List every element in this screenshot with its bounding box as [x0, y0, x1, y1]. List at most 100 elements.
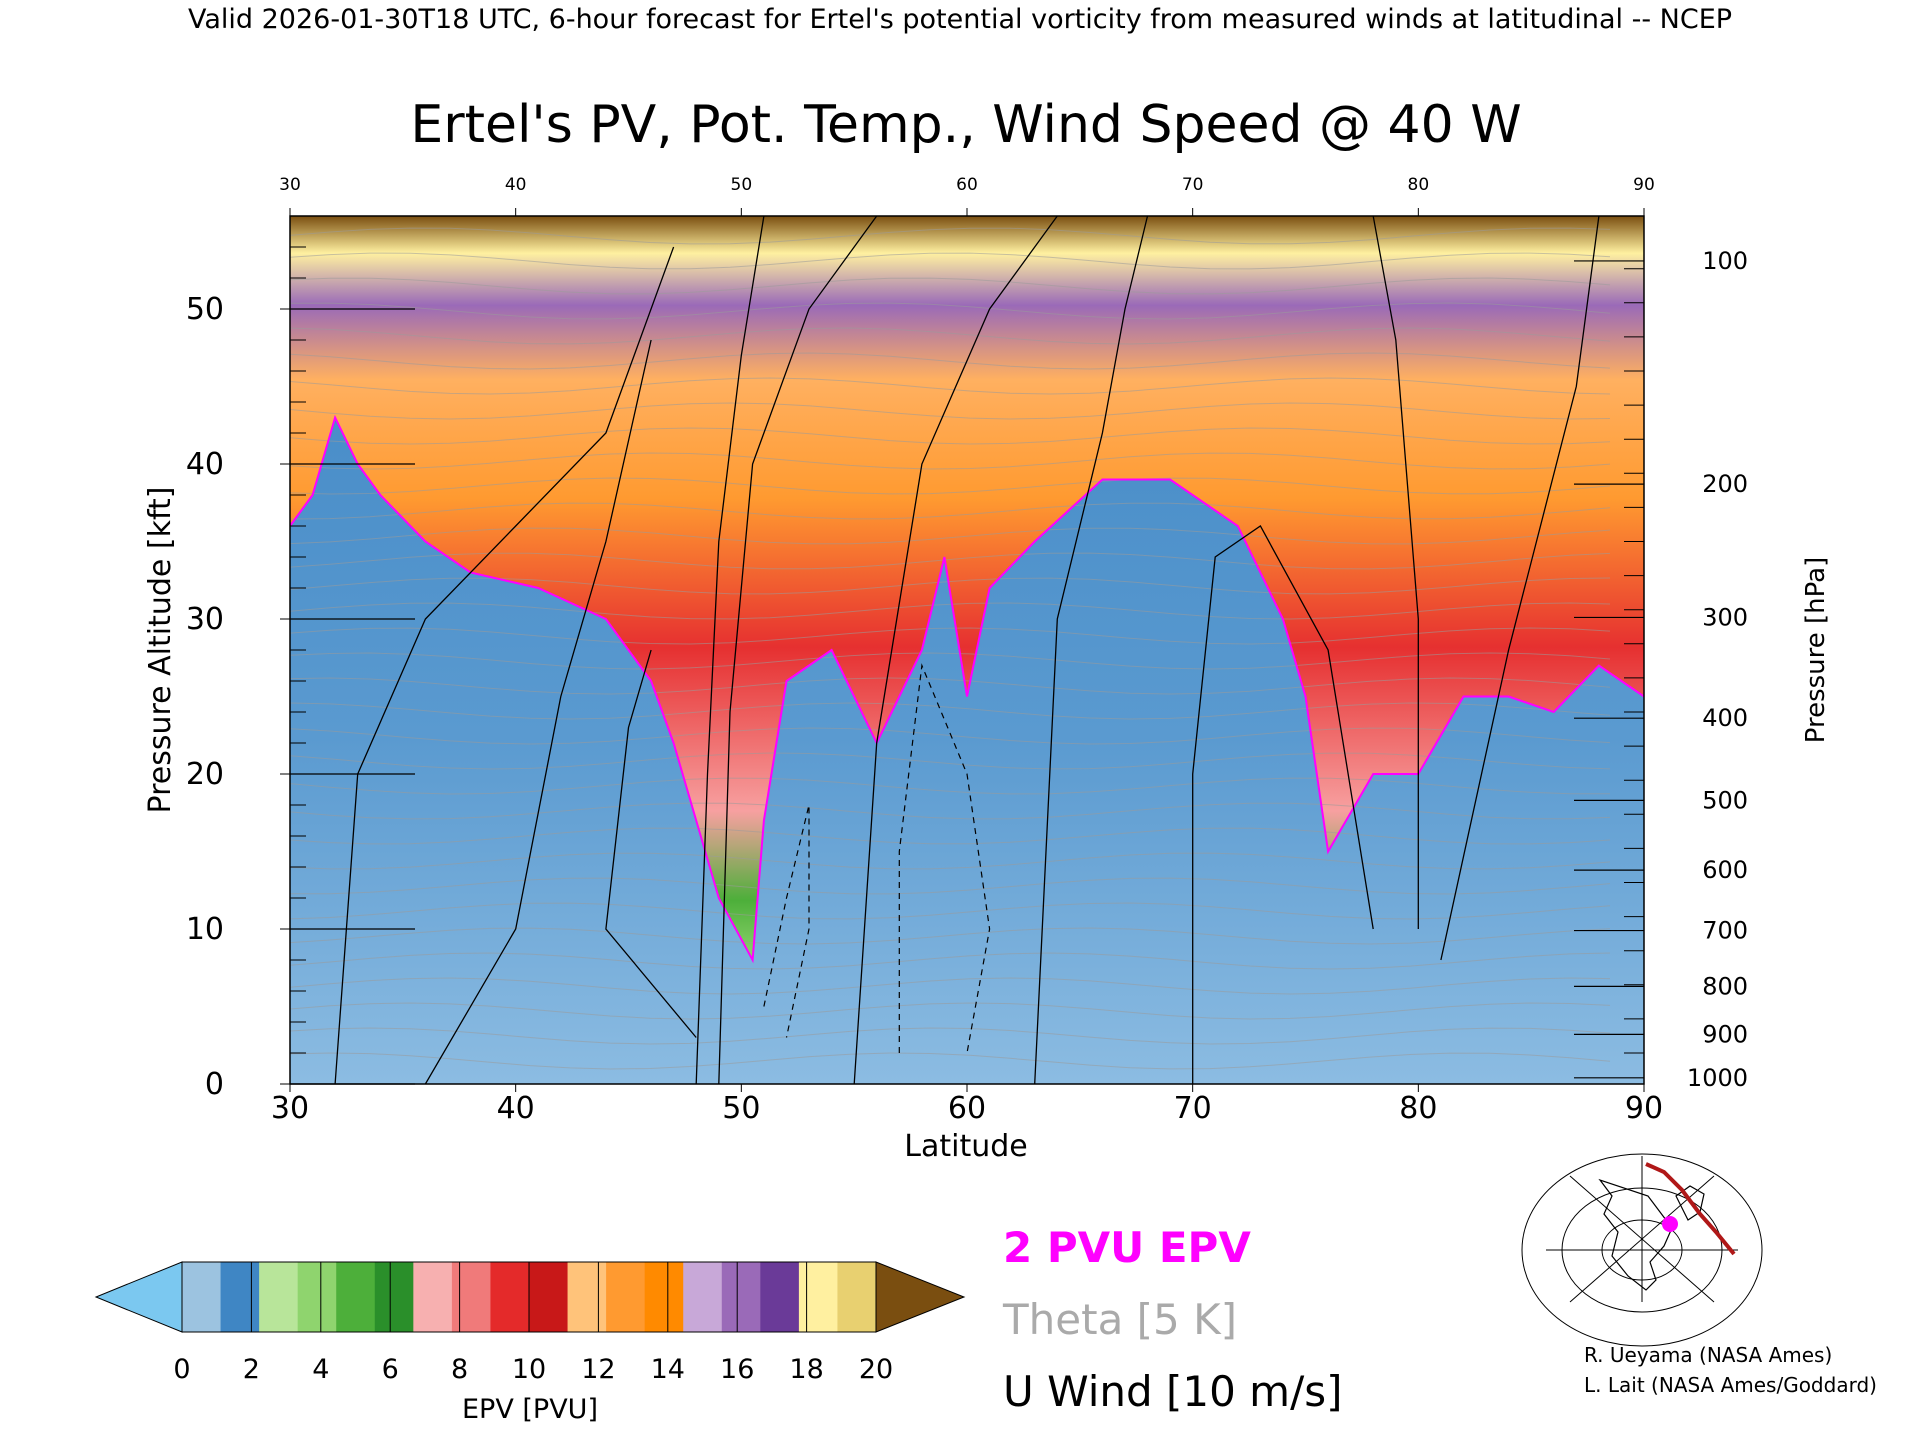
colorbar-tick-label: 20	[859, 1354, 893, 1385]
theta-contour	[290, 602, 1611, 620]
u-wind-contour	[718, 216, 878, 1084]
theta-contour	[290, 977, 1611, 995]
colorbar-swatch	[529, 1262, 569, 1332]
colorbar-swatch	[336, 1262, 376, 1332]
theta-contour	[290, 377, 1611, 395]
header-line: Valid 2026-01-30T18 UTC, 6-hour forecast…	[188, 4, 1732, 35]
theta-contour	[290, 277, 1611, 295]
colorbar-under-arrow	[94, 1261, 183, 1333]
legend-pv: 2 PVU EPV	[1003, 1223, 1251, 1272]
colorbar-tick-label: 2	[243, 1354, 260, 1385]
u-wind-contour	[334, 246, 675, 1084]
pressure-tick-label: 200	[1702, 470, 1748, 498]
two-pvu-contour	[290, 414, 1644, 964]
colorbar-tick-label: 18	[789, 1354, 823, 1385]
pressure-tick-label: 900	[1702, 1020, 1748, 1048]
pressure-axis-label: Pressure [hPa]	[1801, 557, 1831, 744]
colorbar-tick-label: 0	[173, 1354, 190, 1385]
pressure-tick-label: 700	[1702, 917, 1748, 945]
x-top-tick-label: 50	[731, 175, 753, 195]
x-top-tick-label: 40	[505, 175, 527, 195]
theta-contour	[290, 252, 1611, 270]
theta-contour	[290, 777, 1610, 795]
x-tick-label: 50	[722, 1091, 760, 1126]
x-tick-label: 70	[1174, 1091, 1212, 1126]
u-wind-contour	[1192, 525, 1374, 1084]
colorbar-over-arrow	[875, 1261, 966, 1333]
y-tick-label: 20	[186, 757, 224, 792]
theta-contour	[290, 802, 1611, 820]
colorbar-tick-label: 10	[512, 1354, 546, 1385]
pressure-axis: 100 200 300 400 500 600 700 800 900 1000	[1574, 247, 1748, 1092]
u-wind-negative-contour	[763, 804, 810, 1038]
theta-contour	[290, 577, 1611, 595]
legend-theta: Theta [5 K]	[1002, 1295, 1237, 1344]
colorbar-swatch	[259, 1262, 299, 1332]
credit-line-2: L. Lait (NASA Ames/Goddard)	[1584, 1373, 1877, 1397]
credit-line-1: R. Ueyama (NASA Ames)	[1584, 1343, 1832, 1367]
x-top-tick-label: 30	[279, 175, 301, 195]
x-axis-label: Latitude	[904, 1129, 1027, 1164]
theta-contour	[290, 527, 1611, 545]
y-axis: 0 10 20 30 40 50	[186, 215, 415, 1102]
theta-contour	[290, 677, 1611, 695]
theta-contour	[290, 1002, 1611, 1020]
theta-contour	[290, 352, 1611, 370]
y-tick-label: 50	[186, 292, 224, 327]
colorbar-swatch	[606, 1262, 646, 1332]
u-wind-contour	[853, 216, 1058, 1084]
colorbar-swatch	[798, 1262, 839, 1332]
y-axis-label: Pressure Altitude [kft]	[143, 487, 178, 814]
colorbar-swatch	[837, 1262, 877, 1332]
theta-contour	[290, 902, 1611, 920]
theta-contour	[290, 752, 1611, 770]
pressure-tick-label: 1000	[1687, 1064, 1748, 1092]
colorbar-swatch	[297, 1262, 337, 1332]
theta-contour	[290, 852, 1611, 870]
x-top-tick-label: 60	[956, 175, 978, 195]
colorbar-swatch	[220, 1262, 260, 1332]
pressure-tick-label: 500	[1702, 786, 1748, 814]
y-tick-label: 40	[186, 447, 224, 482]
x-tick-label: 40	[497, 1091, 535, 1126]
u-wind-contour	[424, 339, 652, 1084]
theta-contour	[290, 702, 1611, 720]
u-wind-contour	[1440, 216, 1600, 961]
colorbar-swatch	[721, 1262, 761, 1332]
colorbar-label: EPV [PVU]	[462, 1394, 598, 1425]
colorbar-swatch	[760, 1262, 800, 1332]
x-tick-label: 80	[1399, 1091, 1437, 1126]
theta-contour	[290, 477, 1611, 495]
legend-wind: U Wind [10 m/s]	[1003, 1367, 1343, 1416]
colorbar-tick-label: 16	[720, 1354, 754, 1385]
theta-contour	[290, 652, 1611, 670]
x-axis: 30 40 50 60 70 80 90	[271, 1084, 1663, 1126]
x-tick-label: 30	[271, 1091, 309, 1126]
theta-contour	[290, 327, 1611, 345]
u-wind-contours	[334, 216, 1600, 1084]
u-wind-contour	[1372, 216, 1419, 929]
y-tick-label: 30	[186, 602, 224, 637]
theta-contour	[290, 427, 1611, 445]
theta-contour	[290, 1052, 1611, 1070]
locator-map	[1521, 1153, 1763, 1347]
colorbar-swatch	[413, 1262, 453, 1332]
theta-contour	[290, 827, 1611, 845]
chart-title: Ertel's PV, Pot. Temp., Wind Speed @ 40 …	[410, 95, 1521, 155]
colorbar-swatch	[490, 1262, 530, 1332]
colorbar-tick-label: 14	[651, 1354, 685, 1385]
theta-contours	[290, 227, 1611, 1070]
pressure-tick-label: 400	[1702, 704, 1748, 732]
theta-contour	[290, 552, 1611, 570]
colorbar-tick-label: 4	[312, 1354, 329, 1385]
credits: R. Ueyama (NASA Ames) L. Lait (NASA Ames…	[1584, 1343, 1877, 1397]
x-tick-label: 60	[948, 1091, 986, 1126]
colorbar-swatch	[374, 1262, 414, 1332]
colorbar-swatch	[182, 1262, 222, 1332]
x-top-tick-label: 70	[1182, 175, 1204, 195]
theta-contour	[290, 1027, 1611, 1045]
theta-contour	[290, 227, 1611, 245]
colorbar-tick-label: 6	[382, 1354, 399, 1385]
theta-contour	[290, 402, 1611, 420]
colorbar-swatch	[451, 1262, 492, 1332]
